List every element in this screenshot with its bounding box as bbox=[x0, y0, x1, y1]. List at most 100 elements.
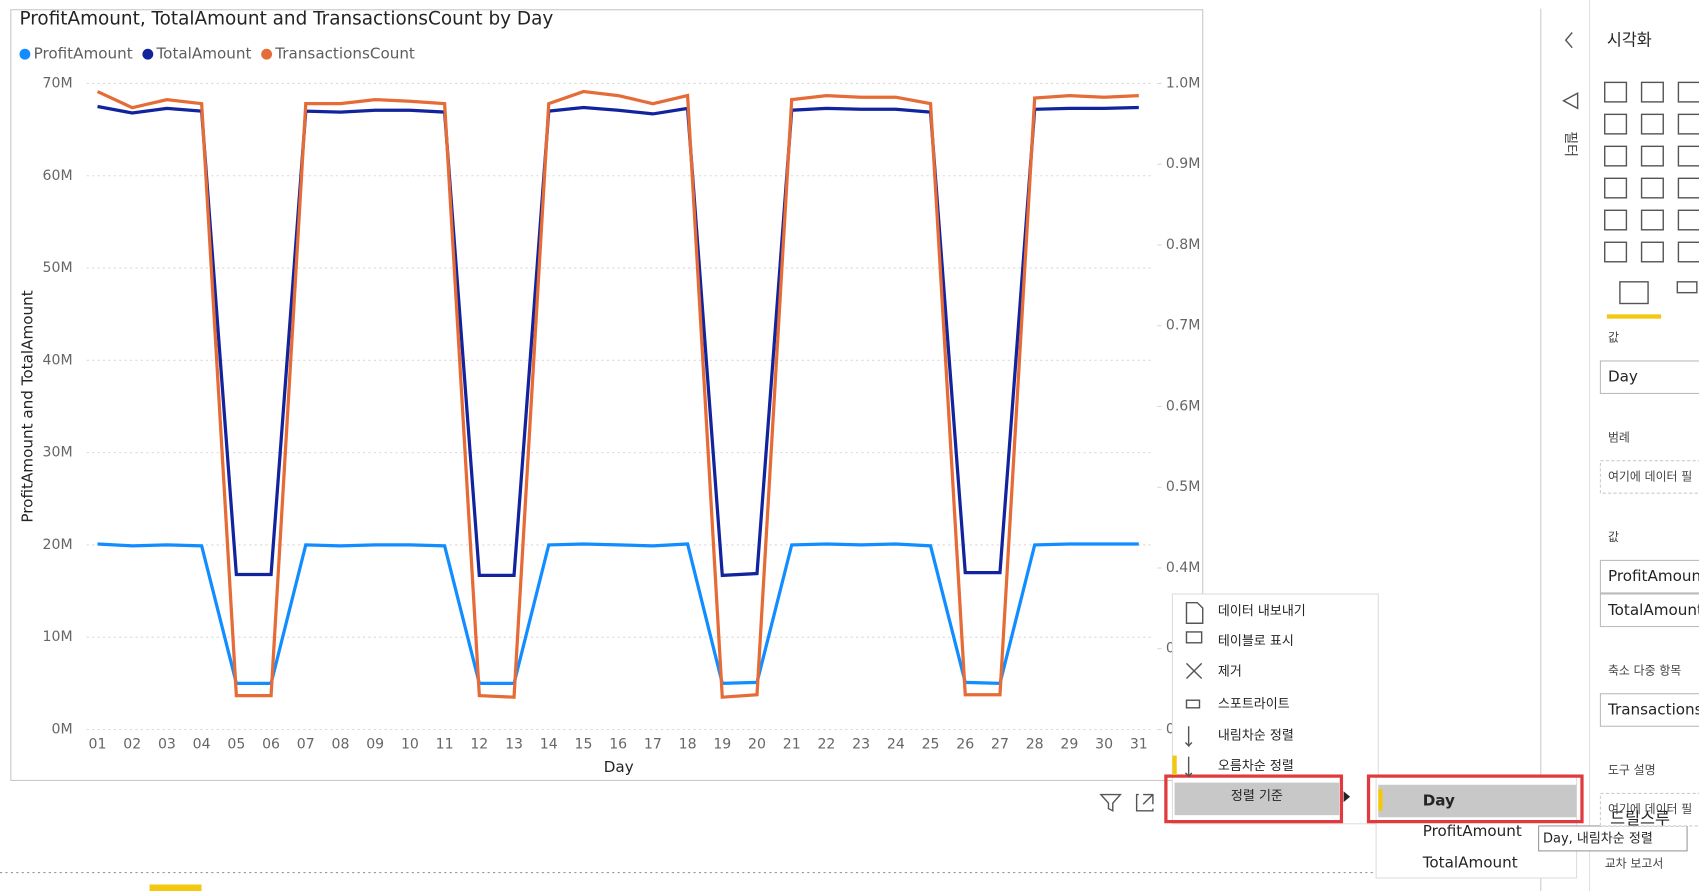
pane-title: 시각화 bbox=[1607, 31, 1652, 50]
submenu-highlight bbox=[1378, 784, 1577, 818]
x-tick-label: 14 bbox=[540, 737, 558, 753]
y2-tick-label: 0.7M bbox=[1166, 318, 1201, 334]
fields-tab-icon[interactable] bbox=[1619, 281, 1649, 305]
well-label: 범례 bbox=[1608, 430, 1630, 444]
menu-item[interactable]: 오름차순 정렬 bbox=[1218, 759, 1294, 774]
visual-frame bbox=[10, 9, 1204, 781]
x-tick-label: 29 bbox=[1060, 737, 1078, 753]
submenu-item[interactable]: TotalAmount bbox=[1422, 853, 1518, 871]
collapse-icon[interactable] bbox=[1564, 32, 1573, 49]
series-line bbox=[96, 89, 1139, 699]
x-tick-label: 20 bbox=[748, 737, 766, 753]
visual-icon[interactable] bbox=[1640, 209, 1664, 231]
well-label: 값 bbox=[1608, 331, 1619, 345]
y-tick-label: 0M bbox=[51, 721, 72, 737]
series-line bbox=[97, 104, 1139, 578]
field-well[interactable] bbox=[1599, 360, 1699, 395]
menu-item[interactable]: 정렬 기준 bbox=[1231, 789, 1283, 804]
x-tick-label: 11 bbox=[436, 737, 454, 753]
filters-label[interactable]: 필터 bbox=[1562, 131, 1578, 157]
visual-icon[interactable] bbox=[1640, 81, 1664, 103]
x-tick-label: 09 bbox=[366, 737, 384, 753]
visual-icon[interactable] bbox=[1604, 209, 1628, 231]
field-well[interactable] bbox=[1599, 593, 1699, 628]
submenu-item[interactable]: ProfitAmount bbox=[1423, 822, 1522, 840]
visual-icon[interactable] bbox=[1640, 113, 1664, 135]
field-name: TotalAmount bbox=[1607, 601, 1699, 619]
x-tick-label: 05 bbox=[227, 737, 245, 753]
y-tick-label: 70M bbox=[43, 75, 73, 91]
legend-label: ProfitAmount bbox=[34, 45, 133, 63]
x-tick-label: 25 bbox=[922, 737, 940, 753]
field-well[interactable] bbox=[1599, 559, 1699, 594]
cross-report-label: 교차 보고서 bbox=[1605, 856, 1664, 870]
x-tick-label: 04 bbox=[193, 737, 211, 753]
x-tick-label: 18 bbox=[679, 737, 697, 753]
menu-item[interactable]: 내림차순 정렬 bbox=[1218, 728, 1294, 743]
field-name: TransactionsC bbox=[1607, 700, 1699, 718]
field-well[interactable] bbox=[1599, 460, 1699, 494]
x-tick-label: 22 bbox=[817, 737, 835, 753]
tooltip-text: Day, 내림차순 정렬 bbox=[1543, 831, 1653, 846]
format-tab-icon[interactable] bbox=[1676, 281, 1698, 294]
legend-marker bbox=[142, 48, 154, 60]
y2-tick-label: 1.0M bbox=[1166, 75, 1201, 91]
highlight-box bbox=[1164, 774, 1344, 824]
menu-item[interactable]: 데이터 내보내기 bbox=[1218, 604, 1306, 619]
submenu-arrow bbox=[1343, 791, 1351, 803]
visual-icon[interactable] bbox=[1640, 145, 1664, 167]
x-tick-label: 01 bbox=[89, 737, 107, 753]
visual-icon[interactable] bbox=[1604, 241, 1628, 263]
y-tick-label: 20M bbox=[43, 537, 73, 553]
tab-underline bbox=[1606, 314, 1662, 319]
visual-icon[interactable] bbox=[1677, 177, 1699, 199]
visual-icon[interactable] bbox=[1677, 113, 1699, 135]
x-axis-title: Day bbox=[604, 758, 634, 776]
x-tick-label: 02 bbox=[123, 737, 141, 753]
icon bbox=[1184, 726, 1193, 778]
visual-icon[interactable] bbox=[1640, 177, 1664, 199]
icon bbox=[1185, 631, 1203, 644]
icon bbox=[1185, 699, 1201, 709]
visual-icon[interactable] bbox=[1604, 113, 1628, 135]
y2-tick-label: 0.9M bbox=[1166, 156, 1201, 172]
x-tick-label: 27 bbox=[991, 737, 1009, 753]
menu-item[interactable]: 테이블로 표시 bbox=[1218, 634, 1294, 649]
legend-label: TotalAmount bbox=[156, 45, 252, 63]
x-tick-label: 19 bbox=[713, 737, 731, 753]
x-tick-label: 23 bbox=[852, 737, 870, 753]
visual-icon[interactable] bbox=[1604, 81, 1628, 103]
field-name: 여기에 데이터 필 bbox=[1608, 469, 1692, 483]
visual-icon[interactable] bbox=[1677, 209, 1699, 231]
x-tick-label: 15 bbox=[574, 737, 592, 753]
y-tick-label: 60M bbox=[43, 168, 73, 184]
x-tick-label: 16 bbox=[609, 737, 627, 753]
filter-pane-icon[interactable] bbox=[1562, 92, 1579, 110]
menu-item[interactable]: 스포트라이트 bbox=[1218, 697, 1290, 712]
chart-title: ProfitAmount, TotalAmount and Transactio… bbox=[20, 9, 554, 30]
y2-tick-label: 0.8M bbox=[1166, 237, 1201, 253]
submenu-item[interactable]: Day bbox=[1423, 792, 1455, 810]
y-tick-label: 50M bbox=[43, 260, 73, 276]
filter-icon[interactable] bbox=[1099, 793, 1122, 812]
focus-icon[interactable] bbox=[1135, 793, 1154, 812]
visual-icon[interactable] bbox=[1677, 81, 1699, 103]
menu-item[interactable]: 제거 bbox=[1218, 665, 1242, 680]
visual-icon[interactable] bbox=[1677, 241, 1699, 263]
visual-icon[interactable] bbox=[1604, 177, 1628, 199]
y-axis-title: ProfitAmount and TotalAmount bbox=[19, 290, 37, 522]
visual-icon[interactable] bbox=[1640, 241, 1664, 263]
x-tick-label: 13 bbox=[505, 737, 523, 753]
page-tab[interactable] bbox=[149, 884, 202, 891]
x-tick-label: 10 bbox=[401, 737, 419, 753]
legend-marker bbox=[261, 48, 273, 60]
x-tick-label: 08 bbox=[332, 737, 350, 753]
x-tick-label: 12 bbox=[470, 737, 488, 753]
visual-icon[interactable] bbox=[1604, 145, 1628, 167]
visual-icon[interactable] bbox=[1677, 145, 1699, 167]
field-well[interactable] bbox=[1599, 792, 1699, 827]
x-tick-label: 30 bbox=[1095, 737, 1113, 753]
field-well[interactable] bbox=[1599, 693, 1699, 727]
